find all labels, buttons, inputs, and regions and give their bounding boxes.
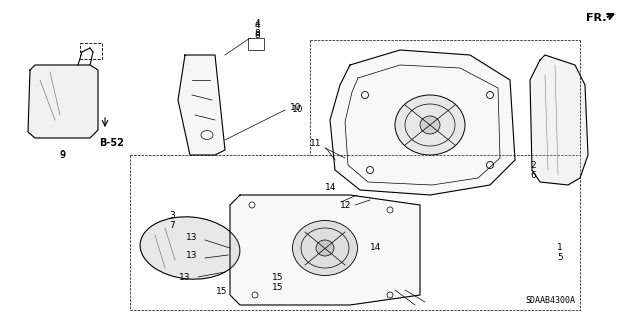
Text: 3: 3 xyxy=(169,211,175,219)
Polygon shape xyxy=(28,65,98,138)
Text: 8: 8 xyxy=(254,28,260,38)
Polygon shape xyxy=(178,55,225,155)
Text: SDAAB4300A: SDAAB4300A xyxy=(525,296,575,305)
Text: 14: 14 xyxy=(325,183,337,192)
Text: 1: 1 xyxy=(557,242,563,251)
Ellipse shape xyxy=(140,217,240,279)
Text: 13: 13 xyxy=(179,272,191,281)
Text: 6: 6 xyxy=(530,170,536,180)
Text: 4: 4 xyxy=(254,19,260,27)
Ellipse shape xyxy=(395,95,465,155)
Text: 9: 9 xyxy=(59,151,65,160)
Polygon shape xyxy=(330,50,515,195)
Text: 12: 12 xyxy=(340,201,352,210)
Bar xyxy=(80,43,102,59)
Text: 4: 4 xyxy=(254,20,260,29)
Polygon shape xyxy=(530,55,588,185)
Text: 14: 14 xyxy=(371,242,381,251)
Ellipse shape xyxy=(292,220,358,276)
Bar xyxy=(248,38,264,50)
Ellipse shape xyxy=(316,240,334,256)
Text: 13: 13 xyxy=(186,251,198,261)
Text: 5: 5 xyxy=(557,253,563,262)
Bar xyxy=(130,155,580,310)
Text: 10: 10 xyxy=(292,106,304,115)
Text: 15: 15 xyxy=(272,272,284,281)
Polygon shape xyxy=(230,195,420,305)
Text: 2: 2 xyxy=(530,160,536,169)
Ellipse shape xyxy=(420,116,440,134)
Text: 7: 7 xyxy=(169,220,175,229)
Text: 11: 11 xyxy=(310,138,322,147)
Text: FR.: FR. xyxy=(586,13,606,23)
Text: 13: 13 xyxy=(186,233,198,241)
Text: 8: 8 xyxy=(254,31,260,40)
Text: 9: 9 xyxy=(59,150,65,160)
Text: B-52: B-52 xyxy=(100,138,124,148)
Text: 10: 10 xyxy=(291,103,301,113)
Text: 15: 15 xyxy=(216,286,228,295)
Text: 15: 15 xyxy=(272,284,284,293)
